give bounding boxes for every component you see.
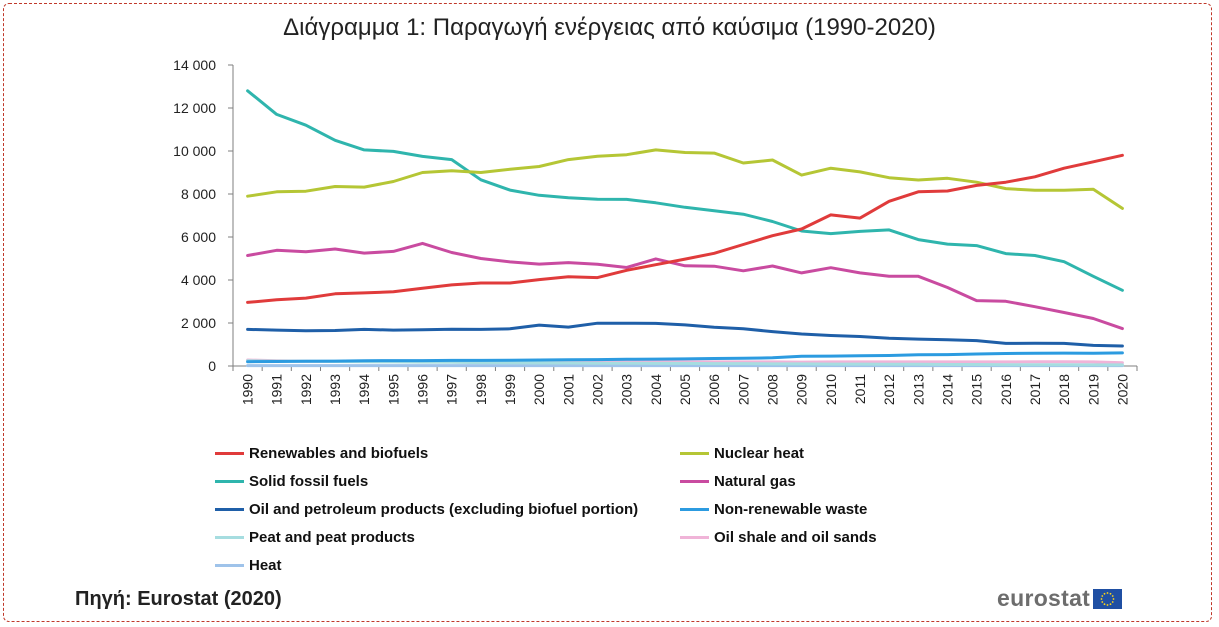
legend-swatch (680, 507, 709, 511)
x-tick-label: 1995 (385, 374, 401, 405)
x-tick-label: 1999 (502, 374, 518, 405)
legend-label: Renewables and biofuels (249, 444, 429, 462)
x-tick-label: 2014 (939, 374, 955, 405)
x-tick-label: 1998 (473, 374, 489, 405)
y-tick-label: 8 000 (181, 186, 216, 202)
x-tick-label: 2003 (619, 374, 635, 405)
legend-item: Solid fossil fuels (215, 468, 368, 494)
x-tick-label: 2016 (998, 374, 1014, 405)
series-line-solid-fossil-fuels (246, 89, 1124, 292)
legend-swatch (680, 479, 709, 483)
legend-label: Oil and petroleum products (excluding bi… (249, 500, 639, 518)
x-tick-label: 2006 (706, 374, 722, 405)
x-tick-label: 2020 (1114, 374, 1130, 405)
x-tick-label: 2012 (881, 374, 897, 405)
y-tick-label: 14 000 (173, 57, 216, 73)
x-tick-label: 1990 (240, 374, 256, 405)
x-tick-label: 2015 (969, 374, 985, 405)
legend-item: Heat (215, 552, 282, 578)
legend-item: Peat and peat products (215, 524, 415, 550)
source-note: Πηγή: Eurostat (2020) (75, 588, 282, 610)
x-tick-label: 2004 (648, 374, 664, 405)
y-tick-label: 6 000 (181, 229, 216, 245)
legend-swatch (215, 535, 244, 539)
legend-label: Non-renewable waste (714, 500, 868, 518)
legend-swatch (215, 507, 244, 511)
eurostat-logo: eurostat (997, 585, 1123, 612)
x-tick-label: 1997 (444, 374, 460, 405)
legend-item: Oil shale and oil sands (680, 524, 877, 550)
x-tick-label: 2019 (1085, 374, 1101, 405)
x-tick-label: 2000 (531, 374, 547, 405)
legend-label: Solid fossil fuels (249, 472, 369, 490)
legend-swatch (680, 535, 709, 539)
eu-flag-icon (1093, 588, 1123, 609)
series-line-oil-and-petroleum-products-excluding-biofuel-portion (246, 321, 1124, 348)
legend-swatch (680, 451, 709, 455)
legend-label: Peat and peat products (249, 528, 415, 546)
legend-label: Heat (249, 556, 282, 574)
x-tick-label: 1991 (269, 374, 285, 405)
legend-item: Renewables and biofuels (215, 440, 428, 466)
legend-label: Oil shale and oil sands (714, 528, 877, 546)
x-tick-label: 2017 (1027, 374, 1043, 405)
legend-item: Nuclear heat (680, 440, 804, 466)
series-line-natural-gas (246, 241, 1124, 331)
x-tick-label: 2009 (794, 374, 810, 405)
x-tick-label: 2008 (764, 374, 780, 405)
series-line-renewables-and-biofuels (246, 153, 1124, 304)
x-tick-label: 1994 (356, 374, 372, 405)
x-tick-label: 2001 (560, 374, 576, 405)
legend-label: Nuclear heat (714, 444, 805, 462)
legend-item: Non-renewable waste (680, 496, 867, 522)
legend-item: Oil and petroleum products (excluding bi… (215, 496, 638, 522)
x-tick-label: 2011 (852, 374, 868, 404)
x-tick-label: 2018 (1056, 374, 1072, 405)
x-tick-label: 2005 (677, 374, 693, 405)
legend-swatch (215, 451, 244, 455)
legend-label: Natural gas (714, 472, 796, 490)
y-tick-label: 12 000 (173, 100, 216, 116)
logo-text: eurostat (997, 585, 1091, 611)
legend-swatch (215, 563, 244, 567)
x-tick-label: 2010 (823, 374, 839, 405)
series-line-non-renewable-waste (246, 351, 1124, 364)
y-tick-label: 2 000 (181, 315, 216, 331)
x-tick-label: 2002 (590, 374, 606, 405)
x-tick-label: 2007 (735, 374, 751, 405)
chart-title: Διάγραμμα 1: Παραγωγή ενέργειας από καύσ… (283, 14, 936, 41)
series-line-nuclear-heat (246, 148, 1124, 210)
x-tick-label: 2013 (910, 374, 926, 405)
x-tick-label: 1992 (298, 374, 314, 405)
y-tick-label: 10 000 (173, 143, 216, 159)
y-tick-label: 0 (208, 358, 216, 374)
x-tick-label: 1996 (415, 374, 431, 405)
legend-swatch (215, 479, 244, 483)
chart-frame (3, 3, 1212, 622)
y-tick-label: 4 000 (181, 272, 216, 288)
x-tick-label: 1993 (327, 374, 343, 405)
legend-item: Natural gas (680, 468, 796, 494)
